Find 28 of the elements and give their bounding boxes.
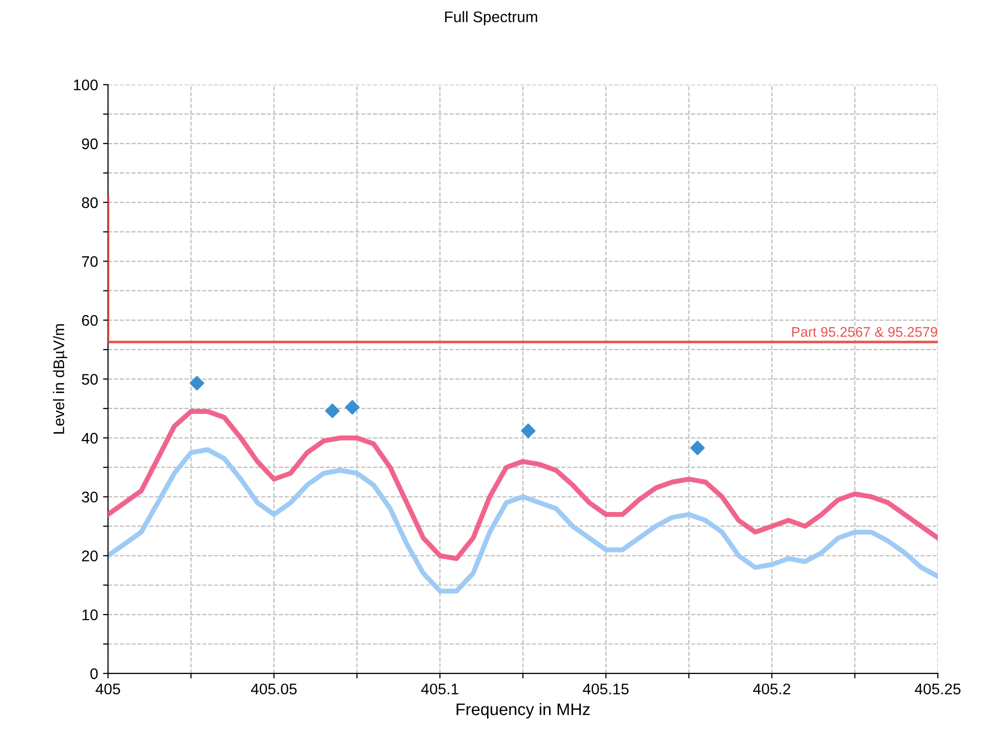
y-tick-label: 20	[82, 550, 98, 562]
y-tick-label: 60	[82, 315, 98, 326]
y-tick-label: 30	[82, 492, 98, 502]
point	[690, 440, 705, 456]
x-tick-label: 405.05	[250, 684, 297, 694]
point	[325, 404, 340, 418]
chart-title: Full Spectrum	[445, 11, 538, 26]
line-series	[108, 447, 938, 594]
y-tick-label: 10	[82, 609, 98, 620]
y-tick-label: 80	[82, 197, 98, 208]
series-label: Part 95.2567 & 95.2579	[792, 327, 938, 337]
y-tick-label: 70	[82, 256, 98, 267]
point	[190, 376, 204, 390]
y-tick-label: 100	[74, 80, 98, 90]
y-tick-label: 90	[82, 138, 98, 150]
x-tick-label: 405.2	[753, 684, 790, 694]
point	[345, 400, 360, 415]
y-axis-title: Level in dBµV/m	[53, 324, 68, 434]
point	[520, 424, 536, 438]
x-axis-title: Frequency in MHz	[456, 702, 590, 718]
y-tick-label: 0	[90, 668, 98, 680]
y-tick-label: 50	[82, 374, 98, 385]
x-tick-label: 405.25	[914, 684, 961, 694]
x-tick-label: 405.15	[582, 684, 629, 694]
y-tick-label: 40	[82, 432, 98, 444]
x-tick-label: 405	[96, 684, 120, 694]
x-tick-label: 405.1	[421, 684, 458, 694]
line-series	[108, 408, 938, 562]
